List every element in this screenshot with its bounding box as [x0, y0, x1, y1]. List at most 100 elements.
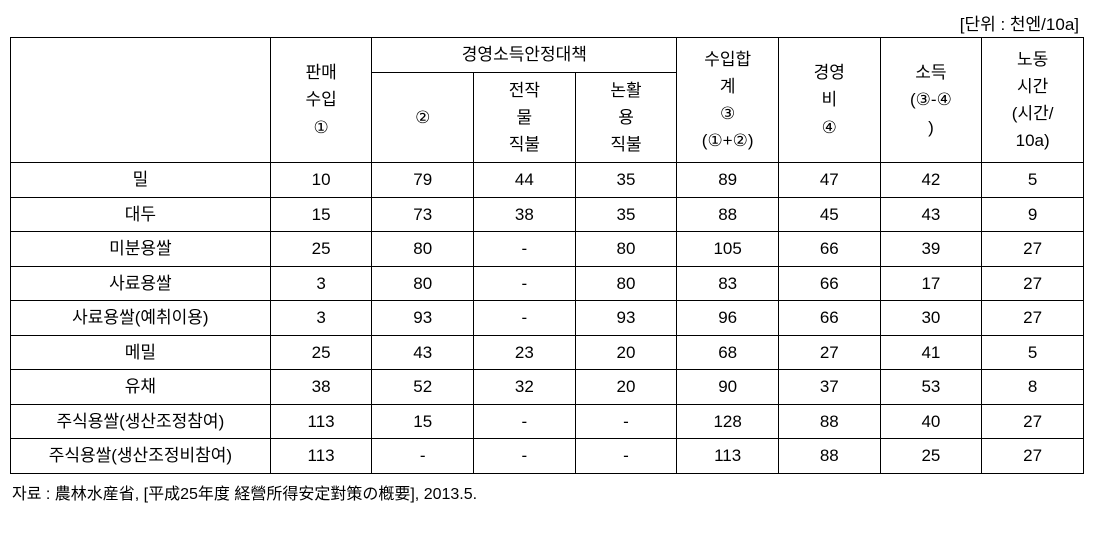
header-total: 수입합계③(①+②): [677, 38, 779, 163]
data-cell: 25: [880, 439, 982, 474]
data-cell: 27: [982, 404, 1084, 439]
data-cell: 5: [982, 163, 1084, 198]
source-citation: 자료 : 農林水産省, [平成25年度 経營所得安定對策の槪要], 2013.5…: [10, 480, 1084, 504]
data-cell: 66: [778, 232, 880, 267]
data-cell: -: [474, 404, 576, 439]
table-row: 유채385232209037538: [11, 370, 1084, 405]
data-cell: 27: [982, 301, 1084, 336]
data-cell: 37: [778, 370, 880, 405]
data-cell: 27: [982, 439, 1084, 474]
row-label: 메밀: [11, 335, 271, 370]
row-label: 주식용쌀(생산조정참여): [11, 404, 271, 439]
data-cell: -: [474, 439, 576, 474]
data-cell: 66: [778, 301, 880, 336]
data-cell: -: [575, 404, 677, 439]
data-cell: 66: [778, 266, 880, 301]
data-cell: 80: [372, 266, 474, 301]
header-sub-2a: ②: [372, 72, 474, 163]
data-cell: 93: [575, 301, 677, 336]
data-cell: -: [575, 439, 677, 474]
data-cell: 42: [880, 163, 982, 198]
unit-label: [단위 : 천엔/10a]: [10, 10, 1084, 35]
data-cell: 38: [270, 370, 372, 405]
data-cell: 113: [270, 439, 372, 474]
data-cell: 128: [677, 404, 779, 439]
row-label: 미분용쌀: [11, 232, 271, 267]
data-cell: 15: [270, 197, 372, 232]
header-sales: 판매수입①: [270, 38, 372, 163]
header-cost: 경영비④: [778, 38, 880, 163]
data-cell: 93: [372, 301, 474, 336]
data-cell: 90: [677, 370, 779, 405]
data-cell: 79: [372, 163, 474, 198]
data-cell: 52: [372, 370, 474, 405]
data-cell: -: [474, 266, 576, 301]
data-cell: 10: [270, 163, 372, 198]
row-label: 주식용쌀(생산조정비참여): [11, 439, 271, 474]
data-cell: 25: [270, 335, 372, 370]
data-cell: 25: [270, 232, 372, 267]
data-cell: 3: [270, 301, 372, 336]
data-cell: 3: [270, 266, 372, 301]
header-labor: 노동시간(시간/10a): [982, 38, 1084, 163]
data-cell: 23: [474, 335, 576, 370]
row-label: 유채: [11, 370, 271, 405]
data-cell: 83: [677, 266, 779, 301]
header-income: 소득(③-④): [880, 38, 982, 163]
table-row: 밀107944358947425: [11, 163, 1084, 198]
data-cell: 9: [982, 197, 1084, 232]
data-cell: 73: [372, 197, 474, 232]
header-sub-2c: 논활용직불: [575, 72, 677, 163]
data-cell: 47: [778, 163, 880, 198]
data-cell: 96: [677, 301, 779, 336]
data-cell: 27: [982, 266, 1084, 301]
data-cell: 43: [880, 197, 982, 232]
data-cell: 68: [677, 335, 779, 370]
data-cell: 88: [778, 439, 880, 474]
header-sub-2b: 전작물직불: [474, 72, 576, 163]
data-cell: 35: [575, 163, 677, 198]
data-cell: 113: [270, 404, 372, 439]
data-cell: 53: [880, 370, 982, 405]
data-cell: 20: [575, 370, 677, 405]
data-cell: -: [372, 439, 474, 474]
data-cell: 17: [880, 266, 982, 301]
data-cell: 20: [575, 335, 677, 370]
data-cell: 8: [982, 370, 1084, 405]
data-cell: 30: [880, 301, 982, 336]
data-cell: 40: [880, 404, 982, 439]
data-cell: 27: [982, 232, 1084, 267]
row-label: 밀: [11, 163, 271, 198]
header-empty: [11, 38, 271, 163]
header-policy-group: 경영소득안정대책: [372, 38, 677, 73]
data-cell: 88: [677, 197, 779, 232]
data-cell: 80: [372, 232, 474, 267]
row-label: 대두: [11, 197, 271, 232]
table-row: 대두157338358845439: [11, 197, 1084, 232]
table-row: 미분용쌀2580-80105663927: [11, 232, 1084, 267]
data-cell: 27: [778, 335, 880, 370]
data-cell: -: [474, 301, 576, 336]
data-cell: 38: [474, 197, 576, 232]
row-label: 사료용쌀: [11, 266, 271, 301]
data-cell: 45: [778, 197, 880, 232]
data-cell: -: [474, 232, 576, 267]
table-row: 주식용쌀(생산조정비참여)113---113882527: [11, 439, 1084, 474]
data-cell: 5: [982, 335, 1084, 370]
data-cell: 88: [778, 404, 880, 439]
data-cell: 39: [880, 232, 982, 267]
data-cell: 113: [677, 439, 779, 474]
data-cell: 15: [372, 404, 474, 439]
data-cell: 43: [372, 335, 474, 370]
data-cell: 80: [575, 232, 677, 267]
data-cell: 41: [880, 335, 982, 370]
data-cell: 89: [677, 163, 779, 198]
data-cell: 35: [575, 197, 677, 232]
data-cell: 32: [474, 370, 576, 405]
table-row: 메밀254323206827415: [11, 335, 1084, 370]
data-table: 판매수입① 경영소득안정대책 수입합계③(①+②) 경영비④ 소득(③-④) 노…: [10, 37, 1084, 474]
table-row: 사료용쌀(예취이용)393-9396663027: [11, 301, 1084, 336]
data-cell: 44: [474, 163, 576, 198]
table-row: 사료용쌀380-8083661727: [11, 266, 1084, 301]
row-label: 사료용쌀(예취이용): [11, 301, 271, 336]
